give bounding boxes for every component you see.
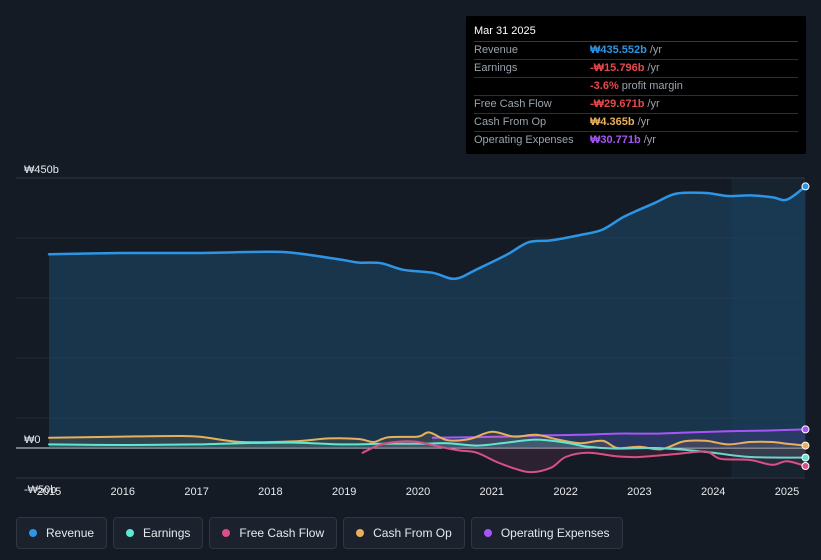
x-tick-label: 2018: [258, 486, 282, 498]
operating-expenses-area: [432, 429, 806, 448]
tooltip-row-label: Cash From Op: [474, 116, 547, 128]
earnings-endpoint: [801, 453, 810, 462]
tooltip-row: -3.6% profit margin: [474, 78, 798, 96]
x-tick-label: 2019: [332, 486, 356, 498]
tooltip-row: Earnings -₩15.796b/yr: [474, 60, 798, 78]
x-tick-label: 2022: [553, 486, 577, 498]
legend-label: Revenue: [46, 526, 95, 540]
x-axis-labels: 2015 2016 2017 2018 2019 2020 2021 2022 2023 2024…: [37, 486, 799, 498]
tooltip-date: Mar 31 2025: [474, 23, 798, 42]
tooltip-row-value: -₩15.796b: [590, 62, 645, 74]
tooltip-row-unit: /yr: [643, 134, 656, 146]
legend-item-revenue[interactable]: Revenue: [16, 517, 108, 549]
legend-item-cash-from-op[interactable]: Cash From Op: [343, 517, 465, 549]
free-cash-flow-line: [361, 440, 807, 474]
tooltip-row-label: Operating Expenses: [474, 134, 574, 146]
tooltip-row-value: -3.6%: [590, 80, 619, 92]
tooltip-row-label: Revenue: [474, 44, 519, 56]
cash-from-op-area: [49, 431, 806, 450]
legend-item-free-cash-flow[interactable]: Free Cash Flow: [209, 517, 338, 549]
tooltip-row: Operating Expenses ₩30.771b/yr: [474, 132, 798, 149]
y-tick-label: ₩450b: [24, 164, 59, 176]
tooltip-row-unit: profit margin: [621, 80, 683, 92]
x-tick-label: 2023: [627, 486, 651, 498]
tooltip-row: Cash From Op ₩4.365b/yr: [474, 114, 798, 132]
tooltip-row-unit: /yr: [649, 44, 663, 56]
legend: Revenue Earnings Free Cash Flow Cash From O…: [16, 517, 623, 549]
tooltip-row: Revenue ₩435.552b/yr: [474, 42, 798, 60]
free-cash-flow-area: [362, 441, 806, 473]
tooltip-row-label: [474, 78, 590, 95]
y-tick-label: -₩50b: [24, 484, 56, 496]
tooltip-row-unit: /yr: [637, 116, 650, 128]
x-tick-label: 2015: [37, 486, 61, 498]
series-layer: [47, 185, 807, 474]
x-tick-label: 2016: [111, 486, 135, 498]
free-cash-flow-endpoint: [801, 462, 810, 470]
tooltip-row: Free Cash Flow -₩29.671b/yr: [474, 96, 798, 114]
x-tick-label: 2025: [775, 486, 799, 498]
y-axis-labels: ₩450b ₩0 -₩50b: [24, 164, 59, 496]
revenue-area: [49, 186, 806, 448]
legend-item-earnings[interactable]: Earnings: [113, 517, 204, 549]
tooltip-row-label: Earnings: [474, 62, 518, 74]
legend-dot-icon: [483, 529, 492, 537]
tooltip-row-unit: /yr: [647, 98, 660, 110]
operating-expenses-endpoint: [801, 425, 810, 434]
operating-expenses-line: [431, 428, 807, 439]
x-tick-label: 2021: [480, 486, 504, 498]
revenue-line: [47, 185, 807, 281]
x-tick-label: 2020: [406, 486, 430, 498]
x-tick-label: 2017: [184, 486, 208, 498]
legend-label: Operating Expenses: [500, 526, 610, 540]
tooltip-row-unit: /yr: [647, 62, 660, 74]
tooltip-row-label: Free Cash Flow: [474, 98, 552, 110]
cash-from-op-endpoint: [801, 441, 810, 450]
endpoints: [801, 182, 810, 470]
earnings-line: [48, 438, 807, 459]
legend-item-operating-expenses[interactable]: Operating Expenses: [470, 517, 623, 549]
legend-dot-icon: [356, 529, 365, 537]
legend-label: Cash From Op: [373, 526, 452, 540]
legend-label: Free Cash Flow: [239, 526, 325, 540]
tooltip-panel: Mar 31 2025 Revenue ₩435.552b/yr Earnings -…: [466, 16, 806, 154]
legend-dot-icon: [222, 529, 231, 537]
legend-label: Earnings: [143, 526, 191, 540]
tooltip-row-value: -₩29.671b: [590, 98, 645, 110]
revenue-endpoint: [801, 182, 810, 191]
legend-dot-icon: [126, 529, 135, 537]
legend-dot-icon: [29, 529, 37, 537]
tooltip-row-value: ₩435.552b: [590, 44, 647, 56]
x-tick-label: 2024: [701, 486, 725, 498]
y-tick-label: ₩0: [24, 434, 41, 446]
tooltip-row-value: ₩30.771b: [590, 134, 641, 146]
tooltip-row-value: ₩4.365b: [590, 116, 635, 128]
